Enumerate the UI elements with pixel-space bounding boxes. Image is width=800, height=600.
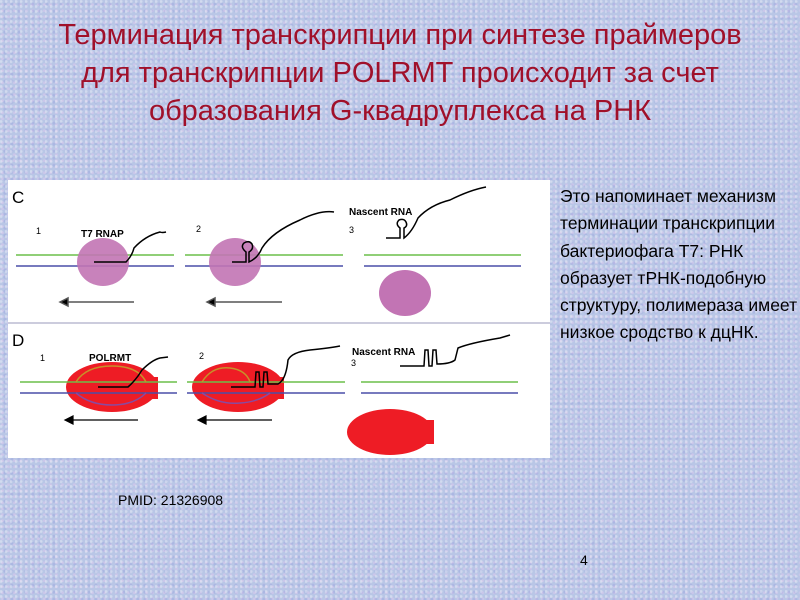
figure-termination-diagram: C 1 T7 RNAP 2 3 Nascent RNA D 1 POLRMT 2… (8, 180, 550, 458)
t7-rnap-released (379, 270, 431, 316)
title-line: образования G-квадруплекса на РНК (148, 95, 652, 127)
page-number: 4 (580, 552, 588, 568)
title-line: для транскрипции POLRMT происходит за сч… (81, 57, 719, 89)
polrmt-enzymes (66, 362, 434, 455)
slide-title: Терминация транскрипции при синтезе прай… (0, 16, 800, 130)
step-label: 3 (351, 358, 356, 368)
title-line: Терминация транскрипции при синтезе прай… (58, 19, 742, 51)
step-label: 2 (196, 224, 201, 234)
nascent-rna-label: Nascent RNA (352, 347, 415, 358)
side-explanation: Это напоминает механизм терминации транс… (560, 186, 798, 343)
pmid-reference: PMID: 21326908 (118, 492, 224, 508)
diagram-svg: C 1 T7 RNAP 2 3 Nascent RNA D 1 POLRMT 2… (8, 186, 550, 455)
panel-c-label: C (12, 188, 24, 207)
t7-rnap-label: T7 RNAP (81, 229, 124, 240)
step-label: 1 (40, 353, 45, 363)
step-label: 3 (349, 225, 354, 235)
direction-arrows (58, 296, 282, 308)
nascent-rna-label: Nascent RNA (349, 207, 412, 218)
polrmt-label: POLRMT (89, 353, 131, 364)
dna-strands (20, 381, 518, 394)
rna-strands (94, 186, 487, 264)
step-label: 2 (199, 351, 204, 361)
direction-arrows (63, 415, 272, 425)
rna-strands (98, 334, 511, 388)
step-label: 1 (36, 226, 41, 236)
panel-d-label: D (12, 331, 24, 350)
